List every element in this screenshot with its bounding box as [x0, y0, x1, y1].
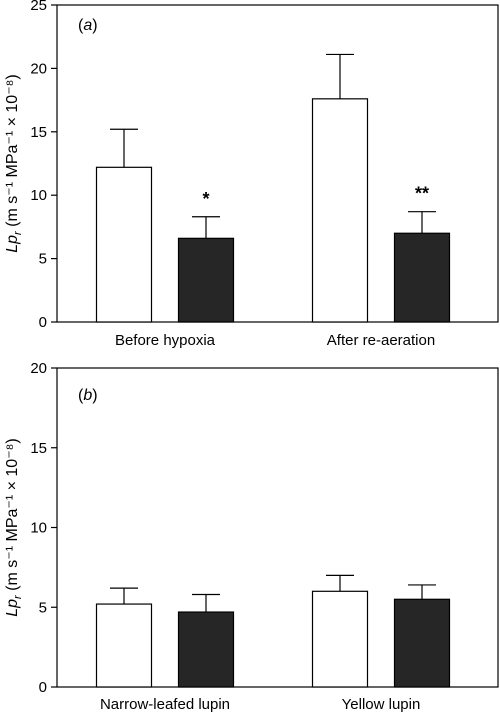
plot-frame — [56, 4, 499, 323]
panel-a: 0 5 10 15 20 25 Lpr (m s⁻¹ MPa⁻¹ × 10⁻⁸) (a) * Be… — [4, 0, 499, 349]
panel-label-open: ( — [78, 387, 84, 404]
panel-label-letter: b — [83, 387, 92, 404]
y-tick-label: 20 — [30, 360, 47, 377]
y-axis-label-subscript: r — [12, 230, 24, 235]
y-tick-label: 5 — [39, 251, 47, 268]
y-tick-label: 0 — [39, 314, 47, 331]
bar — [393, 232, 451, 323]
bar — [177, 611, 235, 688]
panel-label-open: ( — [78, 17, 84, 34]
y-tick-label: 0 — [39, 679, 47, 696]
category-label: Yellow lupin — [342, 696, 421, 713]
category-label: After re-aeration — [327, 332, 435, 349]
bar — [311, 590, 369, 688]
y-axis-label-symbol: Lp — [4, 599, 21, 617]
panel-label: (b) — [78, 387, 98, 404]
panel-b: 0 5 10 15 20 Lpr (m s⁻¹ MPa⁻¹ × 10⁻⁸) (b) Narro… — [4, 360, 499, 713]
panel-label: (a) — [78, 17, 98, 34]
y-tick-label: 20 — [30, 60, 47, 77]
y-tick-label: 10 — [30, 187, 47, 204]
y-axis-label-subscript: r — [12, 594, 24, 599]
y-axis-label-units: (m s⁻¹ MPa⁻¹ × 10⁻⁸) — [4, 438, 21, 595]
y-tick-label: 25 — [30, 0, 47, 14]
bar — [177, 237, 235, 323]
y-tick-label: 10 — [30, 520, 47, 537]
category-label: Narrow-leafed lupin — [100, 696, 230, 713]
significance-marker: ** — [415, 184, 429, 204]
y-axis-label-units: (m s⁻¹ MPa⁻¹ × 10⁻⁸) — [4, 74, 21, 231]
panel-label-close: ) — [92, 17, 97, 34]
y-axis-label-symbol: Lp — [4, 235, 21, 253]
y-tick-label: 5 — [39, 599, 47, 616]
bar — [95, 603, 153, 688]
panel-label-letter: a — [83, 17, 92, 34]
y-axis-label: Lpr (m s⁻¹ MPa⁻¹ × 10⁻⁸) — [4, 74, 24, 252]
y-tick-label: 15 — [30, 124, 47, 141]
y-tick-label: 15 — [30, 440, 47, 457]
y-axis-label: Lpr (m s⁻¹ MPa⁻¹ × 10⁻⁸) — [4, 438, 24, 616]
significance-marker: * — [202, 189, 209, 209]
panel-label-close: ) — [92, 387, 97, 404]
category-label: Before hypoxia — [115, 332, 216, 349]
bar — [95, 166, 153, 323]
bar — [393, 598, 451, 688]
bar — [311, 98, 369, 323]
